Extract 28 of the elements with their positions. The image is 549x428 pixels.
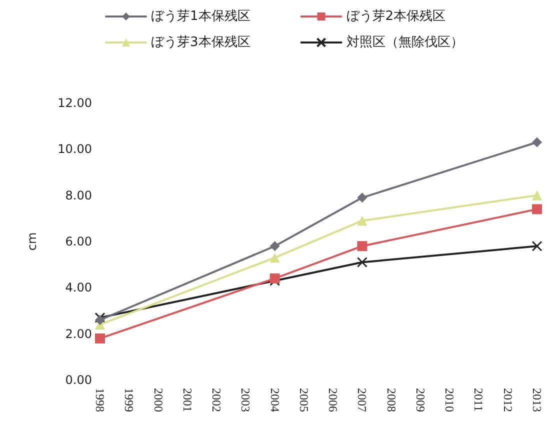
y-tick-label: 2.00 bbox=[65, 326, 92, 341]
x-tick-label: 2009 bbox=[413, 388, 428, 412]
x-tick-label: 2013 bbox=[530, 388, 544, 412]
x-tick-label: 2011 bbox=[472, 388, 486, 412]
x-tick-label: 2005 bbox=[296, 388, 311, 412]
x-tick-label: 1999 bbox=[122, 388, 136, 412]
x-tick-label: 2012 bbox=[500, 388, 515, 412]
x-tick-label: 2001 bbox=[180, 388, 194, 412]
legend-label: ぼう芽1本保残区 bbox=[151, 9, 250, 24]
y-tick-label: 10.00 bbox=[58, 142, 92, 156]
y-axis-title: cm bbox=[25, 232, 39, 251]
x-tick-label: 2006 bbox=[326, 388, 340, 412]
legend-label: ぼう芽3本保残区 bbox=[151, 35, 250, 50]
x-tick-label: 2003 bbox=[238, 388, 253, 412]
legend-label: ぼう芽2本保残区 bbox=[346, 9, 446, 24]
y-tick-label: 0.00 bbox=[65, 373, 92, 387]
y-tick-label: 12.00 bbox=[58, 96, 92, 110]
x-tick-label: 2008 bbox=[384, 388, 398, 412]
x-tick-label: 2002 bbox=[210, 388, 224, 412]
y-tick-label: 4.00 bbox=[65, 280, 92, 295]
x-tick-label: 2007 bbox=[355, 388, 370, 412]
x-tick-label: 2004 bbox=[268, 388, 282, 412]
x-tick-label: 2000 bbox=[151, 388, 166, 412]
y-tick-label: 8.00 bbox=[65, 188, 92, 202]
y-tick-label: 6.00 bbox=[65, 234, 92, 248]
legend-label: 対照区（無除伐区） bbox=[346, 34, 464, 50]
x-tick-label: 1998 bbox=[93, 388, 107, 412]
x-tick-label: 2010 bbox=[442, 388, 457, 412]
